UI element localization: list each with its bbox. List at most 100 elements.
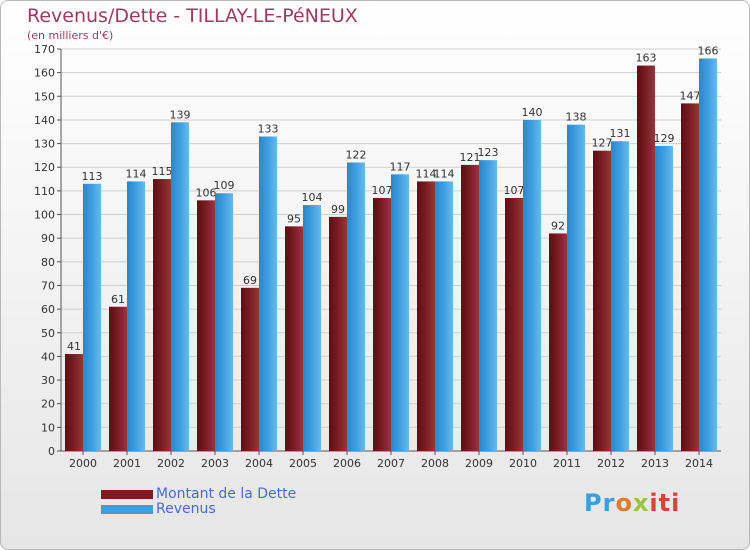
data-label-dette-2012: 127 (592, 137, 613, 150)
proxiti-logo: Proxiti (584, 489, 680, 517)
bar-revenus-2005 (303, 205, 321, 451)
x-tick-label-2007: 2007 (377, 457, 405, 470)
data-label-dette-2000: 41 (67, 340, 81, 353)
legend-swatch-revenus (101, 505, 153, 514)
y-tick-label: 0 (48, 445, 55, 458)
data-label-revenus-2014: 166 (698, 44, 719, 57)
bar-revenus-2002 (171, 122, 189, 452)
data-label-dette-2007: 107 (372, 184, 393, 197)
data-label-revenus-2011: 138 (566, 111, 587, 124)
logo-part-2: o (615, 489, 633, 517)
data-label-revenus-2002: 139 (170, 108, 191, 121)
x-tick-label-2005: 2005 (289, 457, 317, 470)
data-label-dette-2010: 107 (504, 184, 525, 197)
bar-dette-2001 (109, 306, 127, 451)
chart-subtitle: (en milliers d'€) (27, 29, 114, 42)
data-label-revenus-2005: 104 (302, 191, 323, 204)
bar-dette-2006 (329, 216, 347, 451)
data-label-dette-2006: 99 (331, 203, 345, 216)
y-tick-label: 140 (34, 114, 55, 127)
logo-part-3: x (632, 489, 650, 517)
x-tick-label-2012: 2012 (597, 457, 625, 470)
bar-dette-2012 (593, 150, 611, 451)
bar-dette-2008 (417, 181, 435, 451)
bar-revenus-2000 (83, 183, 101, 451)
x-tick-label-2014: 2014 (685, 457, 713, 470)
data-label-revenus-2004: 133 (258, 122, 279, 135)
logo-part-4: iti (649, 489, 681, 517)
y-tick-label: 70 (41, 279, 55, 292)
data-label-revenus-2000: 113 (82, 170, 103, 183)
data-label-revenus-2008: 114 (434, 167, 455, 180)
y-tick-label: 170 (34, 43, 55, 56)
bar-revenus-2004 (259, 136, 277, 451)
data-label-revenus-2001: 114 (126, 167, 147, 180)
bar-revenus-2003 (215, 193, 233, 451)
bar-revenus-2014 (699, 58, 717, 451)
y-tick-label: 60 (41, 303, 55, 316)
logo-part-1: Pr (584, 489, 616, 517)
y-tick-label: 10 (41, 421, 55, 434)
bar-revenus-2007 (391, 174, 409, 451)
data-label-dette-2008: 114 (416, 167, 437, 180)
y-tick-label: 130 (34, 138, 55, 151)
x-tick-label-2002: 2002 (157, 457, 185, 470)
y-tick-label: 160 (34, 67, 55, 80)
bar-dette-2013 (637, 65, 655, 451)
bar-revenus-2013 (655, 145, 673, 451)
data-label-dette-2003: 106 (196, 186, 217, 199)
bar-dette-2011 (549, 233, 567, 451)
y-tick-label: 150 (34, 90, 55, 103)
data-label-revenus-2003: 109 (214, 179, 235, 192)
bar-revenus-2001 (127, 181, 145, 451)
y-tick-label: 50 (41, 327, 55, 340)
bar-revenus-2011 (567, 124, 585, 451)
bar-dette-2010 (505, 197, 523, 451)
y-tick-label: 20 (41, 398, 55, 411)
bar-revenus-2012 (611, 141, 629, 452)
x-tick-label-2000: 2000 (69, 457, 97, 470)
data-label-dette-2004: 69 (243, 274, 257, 287)
x-tick-label-2006: 2006 (333, 457, 361, 470)
legend-label-revenus: Revenus (156, 501, 216, 517)
bar-dette-2002 (153, 179, 171, 451)
data-label-dette-2014: 147 (680, 89, 701, 102)
bar-revenus-2010 (523, 119, 541, 452)
bar-dette-2003 (197, 200, 215, 451)
data-label-dette-2001: 61 (111, 293, 125, 306)
data-label-dette-2009: 121 (460, 151, 481, 164)
y-tick-label: 100 (34, 209, 55, 222)
data-label-dette-2005: 95 (287, 212, 301, 225)
y-tick-label: 110 (34, 185, 55, 198)
y-tick-label: 40 (41, 350, 55, 363)
x-tick-label-2011: 2011 (553, 457, 581, 470)
legend-label-dette: Montant de la Dette (156, 486, 297, 502)
data-label-revenus-2013: 129 (654, 132, 675, 145)
x-tick-label-2010: 2010 (509, 457, 537, 470)
bar-dette-2007 (373, 197, 391, 451)
bar-revenus-2009 (479, 160, 497, 451)
bar-dette-2004 (241, 287, 259, 451)
data-label-dette-2013: 163 (636, 52, 657, 65)
bar-dette-2014 (681, 103, 699, 451)
data-label-revenus-2007: 117 (390, 160, 411, 173)
x-tick-label-2013: 2013 (641, 457, 669, 470)
bar-dette-2000 (65, 354, 83, 451)
data-label-revenus-2006: 122 (346, 149, 367, 162)
legend-swatch-dette (101, 490, 153, 499)
bar-dette-2005 (285, 226, 303, 451)
chart-title: Revenus/Dette - TILLAY-LE-PéNEUX (27, 5, 358, 27)
data-label-revenus-2010: 140 (522, 106, 543, 119)
bar-dette-2009 (461, 164, 479, 451)
y-tick-label: 30 (41, 374, 55, 387)
bar-revenus-2006 (347, 162, 365, 451)
x-tick-label-2003: 2003 (201, 457, 229, 470)
x-tick-label-2001: 2001 (113, 457, 141, 470)
y-tick-label: 120 (34, 161, 55, 174)
data-label-revenus-2009: 123 (478, 146, 499, 159)
x-tick-label-2008: 2008 (421, 457, 449, 470)
x-tick-label-2004: 2004 (245, 457, 273, 470)
data-label-revenus-2012: 131 (610, 127, 631, 140)
